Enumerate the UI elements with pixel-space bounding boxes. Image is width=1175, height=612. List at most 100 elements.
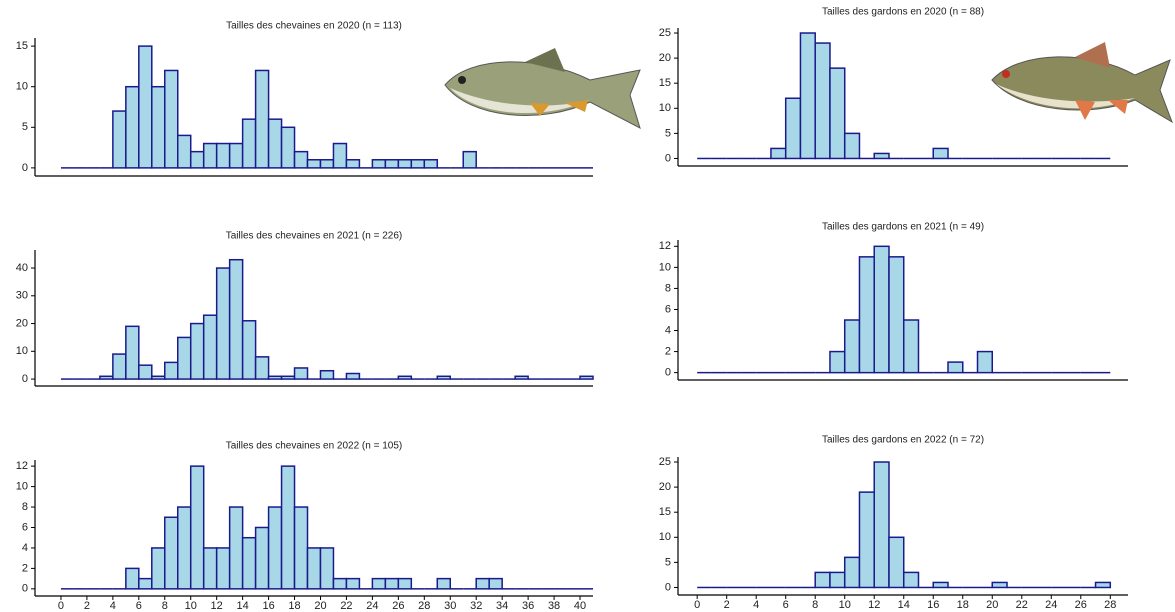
bar: [151, 85, 166, 169]
bar: [436, 577, 452, 590]
bar: [976, 350, 994, 374]
bar: [138, 45, 153, 169]
bar: [947, 361, 964, 374]
bar: [932, 147, 949, 160]
x-tick-label: 6: [136, 600, 142, 612]
y-tick-label: 2: [665, 345, 671, 357]
y-tick-label: 4: [22, 542, 28, 554]
x-tick-label: 28: [418, 600, 430, 612]
bar: [873, 461, 890, 589]
bar: [843, 132, 861, 160]
bar: [164, 69, 179, 169]
bar: [932, 581, 949, 589]
bar: [176, 134, 192, 169]
bar: [873, 245, 890, 374]
bar: [345, 372, 361, 380]
x-tick-label: 12: [211, 600, 223, 612]
chart-title: Tailles des chevaines en 2020 (n = 113): [226, 21, 402, 32]
x-tick-label: 34: [496, 600, 508, 612]
bar: [202, 547, 218, 590]
bar: [164, 516, 179, 590]
bar: [858, 256, 875, 374]
x-tick-label: 26: [392, 600, 404, 612]
bar: [319, 159, 335, 169]
bar: [462, 150, 477, 169]
bar: [384, 159, 400, 169]
bar: [125, 325, 140, 380]
bar: [991, 581, 1008, 589]
bar: [267, 506, 283, 590]
roach-illustration: [991, 42, 1173, 124]
bar: [112, 353, 127, 380]
x-tick-label: 24: [366, 600, 378, 612]
bar: [293, 506, 309, 590]
x-tick-label: 14: [237, 600, 249, 612]
bar: [397, 577, 413, 590]
bar: [228, 506, 244, 590]
bar: [215, 267, 231, 380]
bar: [397, 159, 413, 169]
bar: [189, 465, 205, 590]
bar: [215, 547, 231, 590]
y-tick-label: 5: [22, 121, 28, 133]
x-tick-label: 22: [1016, 599, 1028, 611]
x-tick-label: 6: [783, 599, 789, 611]
bar: [267, 118, 283, 169]
bar: [888, 536, 905, 589]
bar: [475, 577, 490, 590]
bar: [241, 118, 257, 169]
bar: [371, 577, 387, 590]
bar: [319, 547, 335, 590]
bar: [423, 159, 439, 169]
x-tick-label: 2: [724, 599, 730, 611]
chart-title: Tailles des gardons en 2020 (n = 88): [822, 7, 984, 18]
chart-title: Tailles des chevaines en 2021 (n = 226): [226, 231, 403, 242]
bar: [371, 159, 387, 169]
x-tick-label: 14: [898, 599, 910, 611]
x-tick-label: 12: [868, 599, 880, 611]
bar: [397, 375, 413, 380]
y-tick-label: 20: [659, 52, 671, 64]
x-tick-label: 20: [314, 600, 326, 612]
x-tick-label: 20: [986, 599, 998, 611]
bar: [306, 159, 322, 169]
y-tick-label: 6: [22, 521, 28, 533]
bar: [332, 142, 348, 169]
bar: [799, 32, 816, 160]
x-tick-label: 32: [470, 600, 482, 612]
bar: [228, 142, 244, 169]
bar: [770, 147, 787, 160]
x-tick-label: 18: [288, 600, 300, 612]
y-tick-label: 0: [22, 162, 28, 174]
x-tick-label: 8: [812, 599, 818, 611]
bar: [873, 152, 890, 160]
bar: [202, 142, 218, 169]
bar: [112, 110, 127, 169]
bar: [228, 258, 244, 380]
bar: [514, 375, 529, 380]
y-tick-label: 0: [665, 152, 671, 164]
bar: [280, 126, 296, 169]
bar: [293, 367, 309, 380]
x-tick-label: 30: [444, 600, 456, 612]
bar: [345, 577, 361, 590]
bar: [241, 536, 257, 590]
y-tick-label: 25: [659, 456, 671, 468]
y-tick-label: 8: [665, 282, 671, 294]
bar: [151, 547, 166, 590]
bar: [436, 375, 452, 380]
bar: [202, 314, 218, 380]
bar: [138, 364, 153, 380]
bar: [488, 577, 503, 590]
bar: [1094, 581, 1112, 589]
bar: [189, 322, 205, 380]
bar: [858, 491, 875, 589]
bar: [814, 42, 831, 160]
bar: [138, 577, 153, 590]
x-tick-label: 10: [185, 600, 197, 612]
y-tick-label: 12: [16, 460, 28, 472]
x-tick-label: 26: [1075, 599, 1087, 611]
y-tick-label: 5: [665, 127, 671, 139]
x-tick-label: 22: [340, 600, 352, 612]
